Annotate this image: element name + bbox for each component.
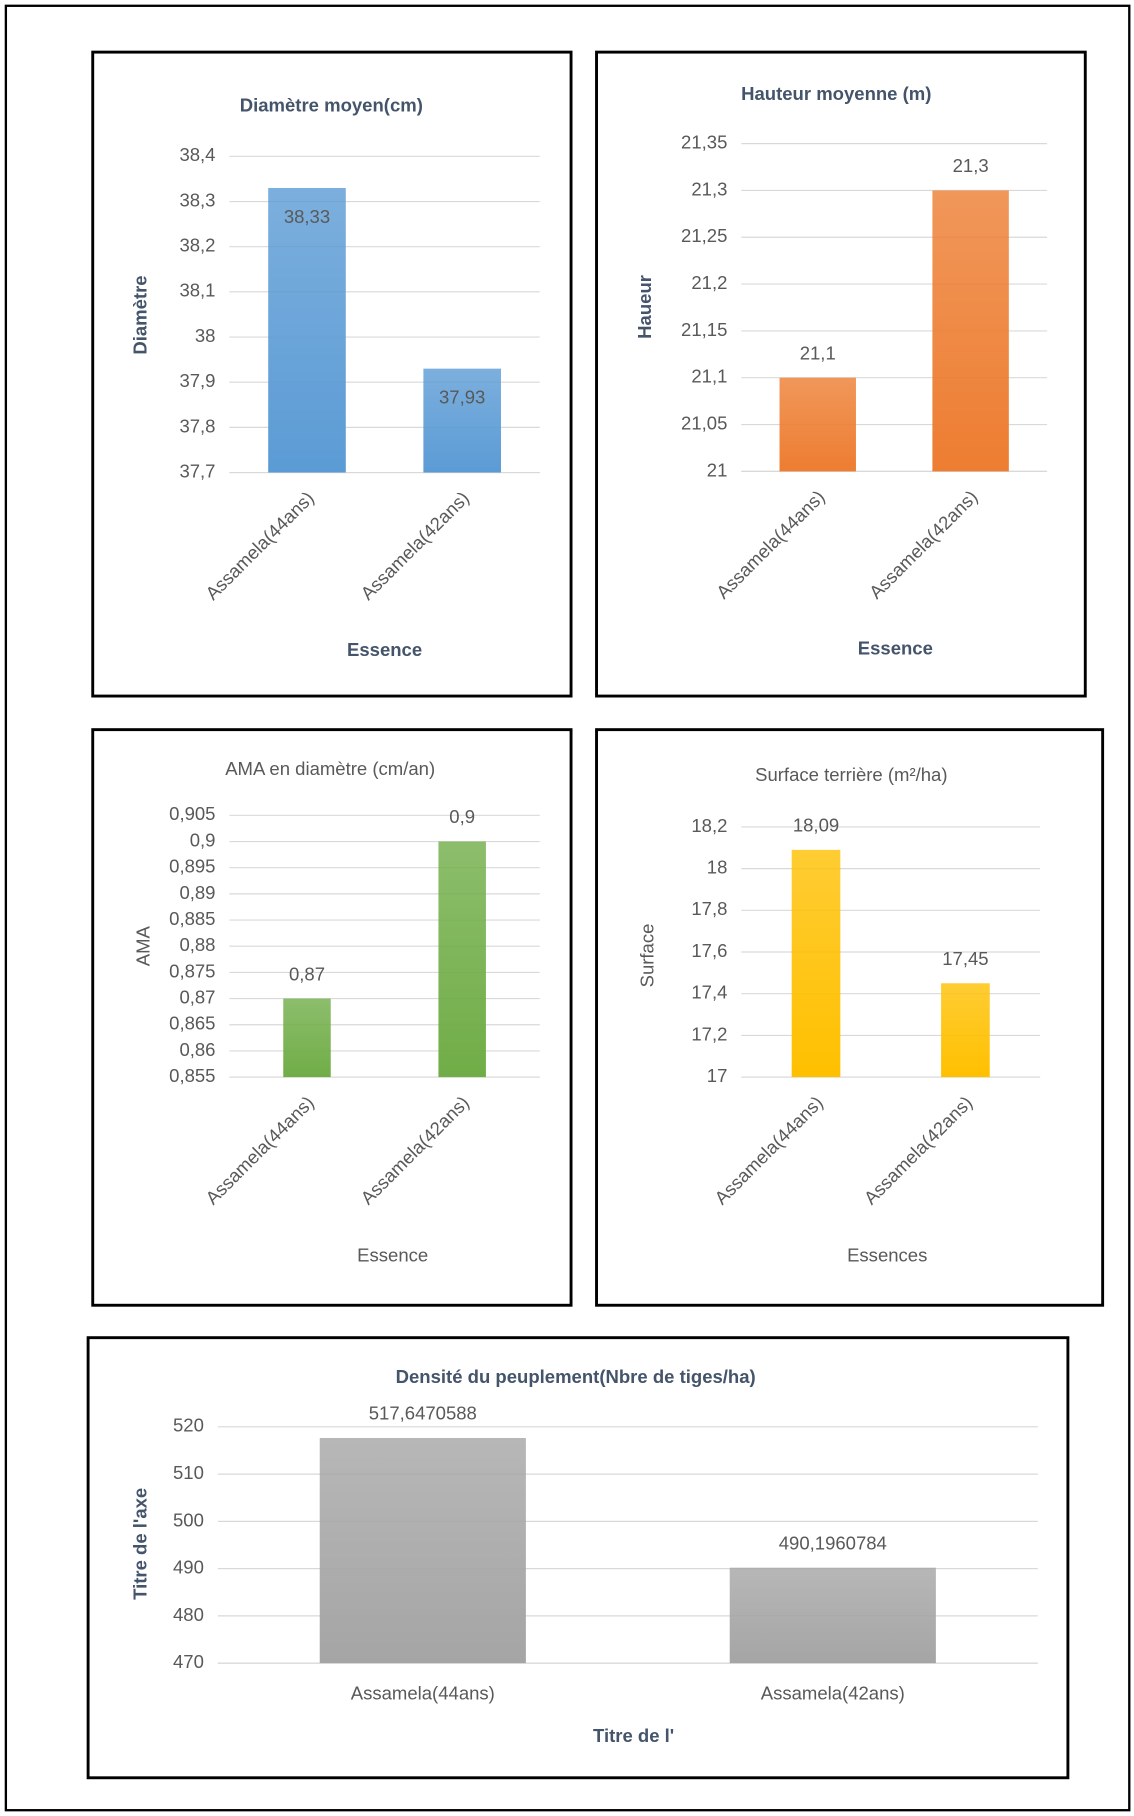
y-tick-label: 21,1 xyxy=(691,366,727,387)
y-tick-label: 21,15 xyxy=(681,319,727,340)
data-label: 0,9 xyxy=(449,806,475,827)
bar xyxy=(779,377,856,472)
chart-frame xyxy=(595,728,1105,1307)
y-tick-label: 0,86 xyxy=(179,1039,215,1060)
y-tick-label: 18,2 xyxy=(691,815,727,836)
y-tick-label: 21 xyxy=(707,459,728,480)
bar xyxy=(932,190,1009,472)
x-axis-title: Essence xyxy=(347,639,422,660)
chart-title: Hauteur moyenne (m) xyxy=(741,83,931,104)
y-tick-label: 17,8 xyxy=(691,898,727,919)
chart-title: AMA en diamètre (cm/an) xyxy=(225,758,435,779)
bar xyxy=(438,841,486,1078)
y-tick-label: 0,885 xyxy=(169,908,215,929)
y-tick-label: 21,2 xyxy=(691,272,727,293)
chart: Surface terrière (m²/ha) 17 17,2 17,4 17,6 17… xyxy=(595,728,1105,1307)
bar xyxy=(423,368,501,473)
bar xyxy=(268,187,346,473)
y-tick-label: 0,855 xyxy=(169,1065,215,1086)
bar xyxy=(941,983,990,1078)
x-tick-label: Assamela(44ans) xyxy=(351,1682,495,1703)
x-axis-title: Titre de l' xyxy=(593,1725,674,1746)
y-axis-title: Diamètre xyxy=(129,275,150,354)
y-tick-label: 0,9 xyxy=(190,829,216,850)
y-tick-label: 17,4 xyxy=(691,982,727,1003)
y-axis-title: Surface xyxy=(637,924,658,988)
bar xyxy=(283,998,331,1078)
y-tick-label: 38,4 xyxy=(179,144,215,165)
data-label: 0,87 xyxy=(289,963,325,984)
y-tick-label: 0,875 xyxy=(169,960,215,981)
y-tick-label: 17 xyxy=(707,1065,728,1086)
y-tick-label: 0,865 xyxy=(169,1013,215,1034)
y-tick-label: 37,7 xyxy=(179,460,215,481)
data-label: 17,45 xyxy=(942,948,988,969)
chart-title: Surface terrière (m²/ha) xyxy=(755,764,947,785)
chart-frame xyxy=(91,728,573,1307)
y-tick-label: 500 xyxy=(173,1509,204,1530)
chart-title: Densité du peuplement(Nbre de tiges/ha) xyxy=(396,1366,756,1387)
y-tick-label: 38,1 xyxy=(179,280,215,301)
data-label: 21,1 xyxy=(800,342,836,363)
chart-title: Diamètre moyen(cm) xyxy=(240,94,423,115)
x-tick-label: Assamela(42ans) xyxy=(761,1682,905,1703)
y-tick-label: 480 xyxy=(173,1604,204,1625)
y-tick-label: 37,9 xyxy=(179,370,215,391)
page-border xyxy=(4,4,1131,1812)
bar xyxy=(319,1437,526,1664)
bar xyxy=(729,1567,936,1664)
y-tick-label: 38,2 xyxy=(179,235,215,256)
data-label: 517,6470588 xyxy=(369,1403,477,1424)
y-axis-title: Titre de l'axe xyxy=(129,1488,150,1600)
y-tick-label: 38,3 xyxy=(179,189,215,210)
y-tick-label: 21,35 xyxy=(681,132,727,153)
y-tick-label: 21,25 xyxy=(681,225,727,246)
chart: Hauteur moyenne (m) 21 21,05 21,1 21,15 21,2 2… xyxy=(595,50,1087,698)
y-tick-label: 0,895 xyxy=(169,856,215,877)
chart-frame xyxy=(86,1336,1070,1780)
y-tick-label: 510 xyxy=(173,1462,204,1483)
y-tick-label: 38 xyxy=(195,325,216,346)
y-tick-label: 17,2 xyxy=(691,1023,727,1044)
chart: Diamètre moyen(cm) 37,7 37,8 37,9 38 38,1 38,2… xyxy=(91,50,573,698)
y-tick-label: 21,05 xyxy=(681,412,727,433)
y-tick-label: 490 xyxy=(173,1557,204,1578)
bar xyxy=(791,849,841,1078)
data-label: 38,33 xyxy=(284,206,330,227)
chart-frame xyxy=(595,50,1087,698)
data-label: 490,1960784 xyxy=(779,1532,887,1553)
y-tick-label: 17,6 xyxy=(691,940,727,961)
y-tick-label: 470 xyxy=(173,1651,204,1672)
data-label: 37,93 xyxy=(439,387,485,408)
y-axis-title: Haueur xyxy=(634,275,655,339)
y-tick-label: 0,88 xyxy=(179,934,215,955)
chart: Densité du peuplement(Nbre de tiges/ha) 4… xyxy=(86,1336,1070,1780)
x-axis-title: Essences xyxy=(847,1244,927,1265)
x-axis-title: Essence xyxy=(858,638,933,659)
data-label: 18,09 xyxy=(793,815,839,836)
data-label: 21,3 xyxy=(953,155,989,176)
y-tick-label: 21,3 xyxy=(691,178,727,199)
y-tick-label: 18 xyxy=(707,857,728,878)
y-tick-label: 0,89 xyxy=(179,882,215,903)
y-tick-label: 520 xyxy=(173,1415,204,1436)
y-axis-title: AMA xyxy=(133,926,154,967)
y-tick-label: 0,87 xyxy=(179,986,215,1007)
y-tick-label: 0,905 xyxy=(169,803,215,824)
x-axis-title: Essence xyxy=(357,1244,428,1265)
y-tick-label: 37,8 xyxy=(179,415,215,436)
chart: AMA en diamètre (cm/an) 0,855 0,86 0,865 0,8… xyxy=(91,728,573,1307)
